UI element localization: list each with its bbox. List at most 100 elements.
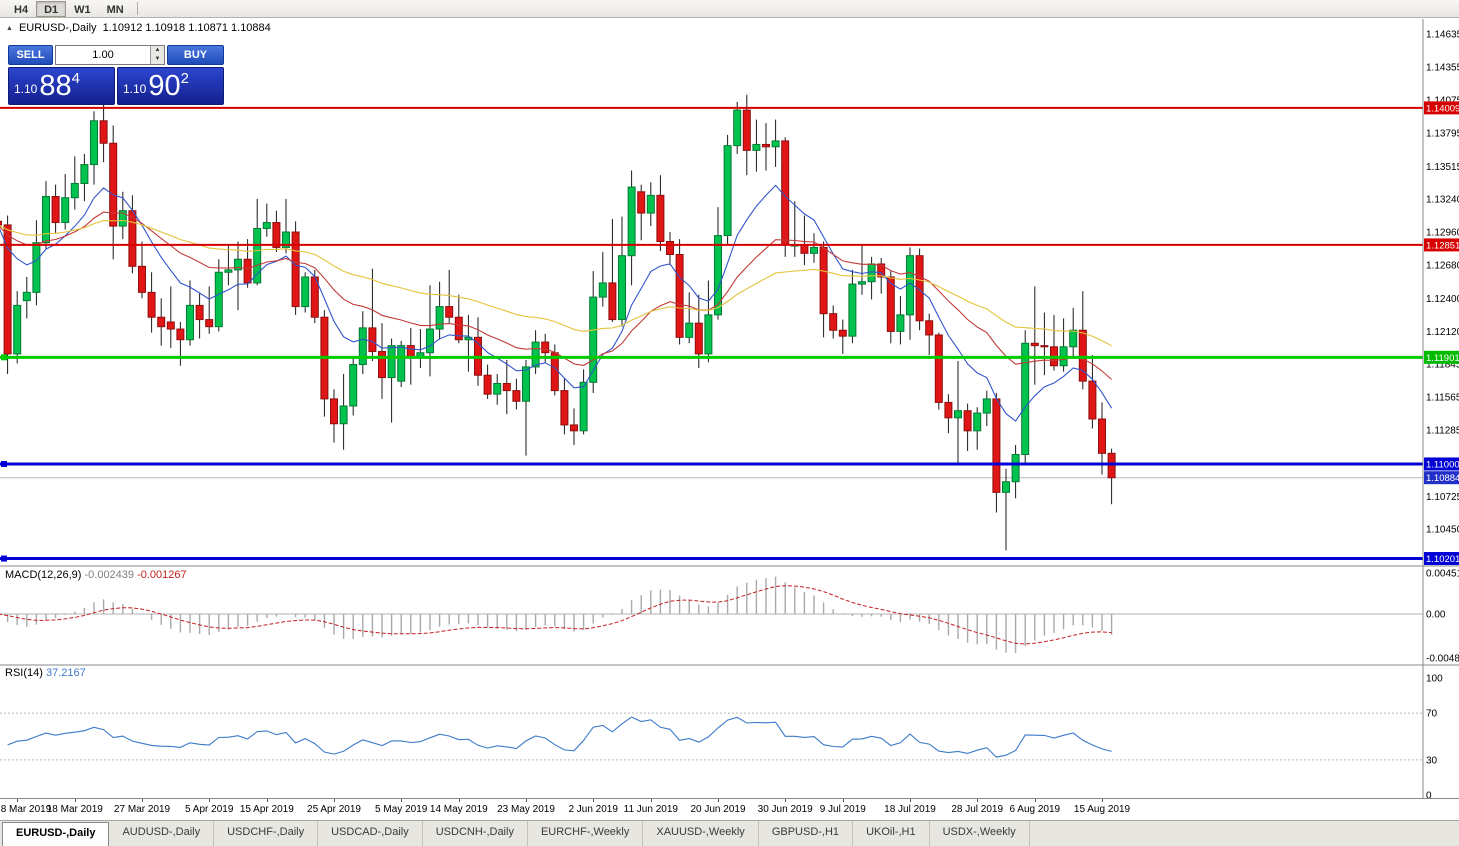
toolbar-separator [136, 2, 138, 15]
volume-up-icon[interactable]: ▲ [154, 47, 161, 53]
moving-average-10 [0, 184, 1113, 422]
chart-tab-usdcnh-daily[interactable]: USDCNH-,Daily [423, 821, 528, 846]
buy-button[interactable]: BUY [167, 45, 224, 65]
chart-tab-audusd-daily[interactable]: AUDUSD-,Daily [109, 821, 215, 846]
chart-tab-ukoil-h1[interactable]: UKOil-,H1 [853, 821, 930, 846]
date-tick-mark [650, 799, 652, 802]
chart-tab-usdx-weekly[interactable]: USDX-,Weekly [930, 821, 1030, 846]
macd-axis-tick: 0.004517 [1426, 568, 1459, 579]
price-line-label: 1.11000 [1426, 459, 1459, 470]
price-line-label: 1.14009 [1426, 103, 1459, 114]
price-tick: 1.11845 [1426, 359, 1459, 370]
sell-price-prefix: 1.10 [14, 82, 38, 96]
date-tick-mark [1102, 799, 1103, 802]
price-tick: 1.11565 [1426, 393, 1459, 404]
date-tick-mark [1034, 799, 1036, 802]
date-label: 14 May 2019 [429, 804, 488, 815]
rsi-axis-tick: 100 [1426, 674, 1443, 685]
date-tick-mark [910, 799, 911, 802]
date-label: 5 May 2019 [375, 804, 428, 815]
date-label: 18 Mar 2019 [46, 804, 103, 815]
chart-tab-usdchf-daily[interactable]: USDCHF-,Daily [214, 821, 319, 846]
timeframe-toolbar: H4 D1 W1 MN [0, 0, 1459, 18]
date-tick-mark [842, 799, 844, 802]
timeframe-button-mn[interactable]: MN [99, 1, 132, 17]
rsi-axis-tick: 30 [1426, 755, 1438, 766]
date-tick-mark [785, 799, 787, 802]
price-line-label: 1.12851 [1426, 240, 1459, 251]
timeframe-button-w1[interactable]: W1 [66, 1, 99, 17]
price-axis-ticks: 1.14635 1.14355 1.14075 1.13795 1.13515 1.132… [1426, 29, 1459, 535]
sell-price-display[interactable]: 1.10 88 4 [8, 67, 115, 105]
moving-average-52 [0, 219, 1112, 347]
chart-ohlc-values: 1.10912 1.10918 1.10871 1.10884 [102, 22, 271, 34]
date-label: 15 Aug 2019 [1073, 804, 1131, 815]
chart-tab-xauusd-weekly[interactable]: XAUUSD-,Weekly [643, 821, 759, 846]
chart-tab-gbpusd-h1[interactable]: GBPUSD-,H1 [759, 821, 854, 846]
price-tick: 1.13795 [1426, 129, 1459, 140]
candlestick-series [0, 94, 1116, 551]
volume-stepper[interactable]: 1.00 ▲ ▼ [55, 45, 165, 65]
buy-price-display[interactable]: 1.10 90 2 [117, 67, 224, 105]
hline-handle[interactable] [1, 354, 7, 361]
sell-button[interactable]: SELL [8, 45, 53, 65]
price-tick: 1.14075 [1426, 96, 1459, 107]
macd-histogram [6, 576, 1113, 654]
date-tick-mark [74, 799, 76, 802]
price-line-label: 1.10201 [1426, 554, 1459, 565]
chart-tab-bar: EURUSD-,Daily AUDUSD-,Daily USDCHF-,Daily U… [0, 820, 1459, 846]
date-label: 28 Jul 2019 [951, 804, 1004, 815]
date-label: 25 Apr 2019 [307, 804, 361, 815]
date-label: 9 Jul 2019 [819, 804, 866, 815]
date-label: 8 Mar 2019 [0, 804, 52, 815]
date-tick-mark [526, 799, 527, 802]
rsi-line [7, 716, 1112, 758]
hline-handle[interactable] [1, 460, 7, 467]
volume-spin-buttons[interactable]: ▲ ▼ [150, 46, 164, 64]
date-tick-mark [334, 799, 335, 802]
buy-price-point: 2 [180, 69, 189, 87]
date-label: 18 Jul 2019 [884, 804, 936, 815]
date-label: 5 Apr 2019 [185, 804, 234, 815]
macd-axis-tick: 0.00 [1426, 610, 1446, 621]
chart-tab-usdcad-daily[interactable]: USDCAD-,Daily [318, 821, 423, 846]
date-tick-mark [977, 799, 979, 802]
price-tick: 1.12960 [1426, 228, 1459, 239]
chart-tab-eurusd-daily[interactable]: EURUSD-,Daily [2, 822, 110, 846]
rsi-axis-tick: 0 [1426, 791, 1432, 799]
chart-collapse-icon[interactable]: ▲ [6, 24, 13, 32]
date-label: 2 Jun 2019 [568, 804, 618, 815]
price-tick: 1.13515 [1426, 162, 1459, 173]
date-label: 11 Jun 2019 [623, 804, 678, 815]
price-tick: 1.11285 [1426, 426, 1459, 437]
date-label: 27 Mar 2019 [113, 804, 171, 815]
date-label: 20 Jun 2019 [690, 804, 746, 815]
chart-canvas[interactable]: 1.14635 1.14355 1.14075 1.13795 1.13515 1.132… [0, 19, 1459, 798]
volume-down-icon[interactable]: ▼ [154, 56, 161, 62]
price-tick: 1.12120 [1426, 327, 1459, 338]
price-tick: 1.14635 [1426, 29, 1459, 40]
hline-handle[interactable] [1, 555, 7, 562]
chart-tab-eurchf-weekly[interactable]: EURCHF-,Weekly [528, 821, 644, 846]
buy-price-prefix: 1.10 [123, 82, 147, 96]
date-tick-mark [593, 799, 595, 802]
date-tick-mark [458, 799, 460, 802]
date-label: 15 Apr 2019 [239, 804, 294, 815]
macd-signal-line [0, 585, 1112, 645]
date-label: 30 Jun 2019 [757, 804, 813, 815]
timeframe-button-h4[interactable]: H4 [6, 1, 36, 17]
price-tick: 1.14355 [1426, 62, 1459, 73]
date-label: 23 May 2019 [497, 804, 555, 815]
price-line-labels: 1.14009 1.12851 1.11901 1.11000 1.10201 1.108… [1424, 101, 1459, 566]
date-label: 6 Aug 2019 [1009, 804, 1061, 815]
sell-price-pips: 88 [39, 69, 72, 102]
date-tick-mark [209, 799, 211, 802]
sell-price-point: 4 [71, 69, 80, 87]
buy-price-pips: 90 [148, 69, 181, 102]
rsi-axis-tick: 70 [1426, 709, 1438, 720]
timeframe-button-d1[interactable]: D1 [36, 0, 67, 17]
price-tick: 1.10725 [1426, 492, 1459, 503]
time-axis[interactable]: 8 Mar 2019 18 Mar 2019 27 Mar 2019 5 Apr 20… [0, 798, 1459, 820]
volume-value[interactable]: 1.00 [92, 49, 114, 61]
